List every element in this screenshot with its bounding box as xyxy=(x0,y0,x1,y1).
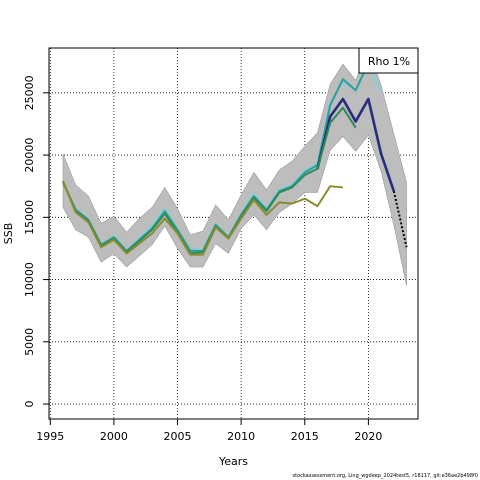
series-lines xyxy=(62,62,408,256)
confidence-band xyxy=(62,47,407,286)
x-tick-label: 2020 xyxy=(354,430,382,443)
y-tick-label: 15000 xyxy=(23,200,36,235)
x-tick-label: 2005 xyxy=(164,430,192,443)
plot-frame xyxy=(48,47,419,420)
series-line xyxy=(392,190,408,248)
x-tick-label: 1995 xyxy=(36,430,64,443)
x-axis-label: Years xyxy=(218,455,248,468)
y-tick-label: 20000 xyxy=(23,138,36,173)
x-tick-label: 2000 xyxy=(100,430,128,443)
confidence-band-area xyxy=(62,47,407,286)
y-tick-label: 5000 xyxy=(23,328,36,356)
legend-label: Rho 1% xyxy=(368,55,410,68)
series-line xyxy=(62,180,344,256)
x-tick-label: 2010 xyxy=(227,430,255,443)
legend-box xyxy=(358,47,419,74)
y-tick-label: 25000 xyxy=(23,75,36,110)
legend: Rho 1% xyxy=(358,47,419,74)
y-axis: 0 5000 10000 15000 20000 25000 xyxy=(23,75,49,408)
x-axis: 1995 2000 2005 2010 2015 2020 xyxy=(36,419,382,443)
grid-lines xyxy=(49,48,418,419)
x-tick-label: 2015 xyxy=(291,430,319,443)
y-axis-label: SSB xyxy=(2,223,15,245)
y-tick-label: 0 xyxy=(23,401,36,408)
y-tick-label: 10000 xyxy=(23,262,36,297)
footer-credit: stockassessment.org, Ling_wgdeep_2024tes… xyxy=(292,473,478,479)
series-line xyxy=(316,97,396,192)
